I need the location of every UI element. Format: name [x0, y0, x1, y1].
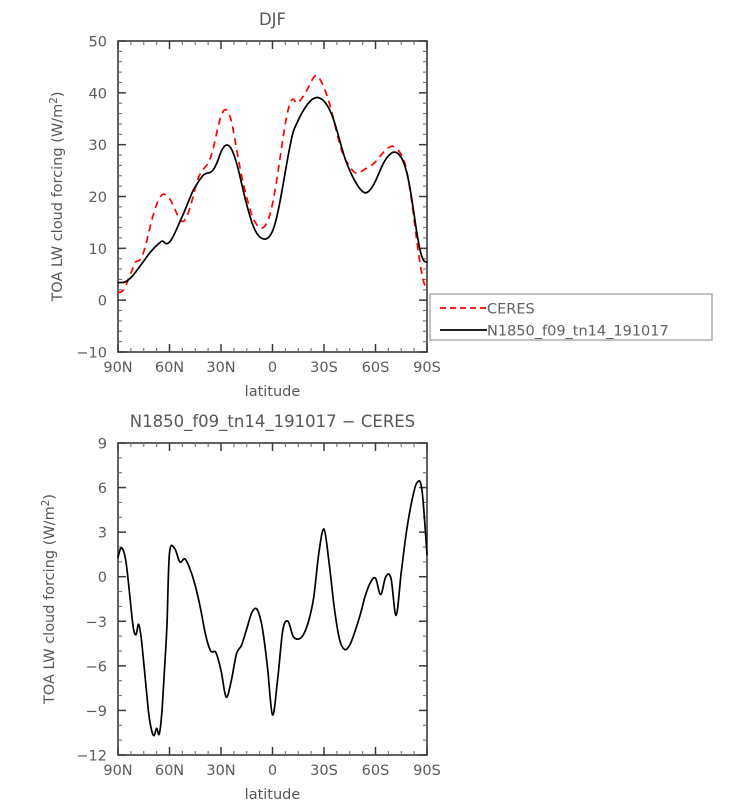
y-axis-label-main: TOA LW cloud forcing (W/m — [42, 506, 58, 705]
x-tick-label-60N: 60N — [155, 763, 184, 779]
y-tick-label--6: −6 — [86, 659, 107, 675]
legend: CERES N1850_f09_tn14_191017 — [429, 293, 713, 341]
y-axis-label-lower: TOA LW cloud forcing (W/m2) — [40, 494, 58, 705]
panel-title-upper: DJF — [259, 10, 286, 29]
x-axis-label-lower: latitude — [245, 787, 301, 803]
y-tick-label-3: 3 — [98, 526, 107, 542]
x-tick-label-90N: 90N — [103, 763, 132, 779]
x-tick-label-0: 0 — [268, 360, 277, 376]
y-tick-label-0: 0 — [98, 570, 107, 586]
x-tick-label-90S: 90S — [413, 360, 441, 376]
y-tick-label--9: −9 — [86, 704, 107, 720]
y-tick-label-20: 20 — [89, 190, 107, 206]
x-tick-label-90S: 90S — [413, 763, 441, 779]
y-tick-label-6: 6 — [98, 481, 107, 497]
panel-title-lower: N1850_f09_tn14_191017 − CERES — [130, 412, 415, 432]
y-tick-label-30: 30 — [89, 138, 107, 154]
y-tick-label--10: −10 — [76, 346, 107, 362]
y-tick-label-40: 40 — [89, 86, 107, 102]
y-tick-label-0: 0 — [98, 294, 107, 310]
y-tick-label-10: 10 — [89, 242, 107, 258]
panel-upper: 90N 60N 30N 0 30S 60S 90S 50 40 30 20 10 0 −10 DJF lati… — [48, 10, 441, 400]
y-axis-label-main: TOA LW cloud forcing (W/m — [50, 104, 66, 303]
legend-label-ceres: CERES — [487, 302, 535, 318]
panel-lower: 90N 60N 30N 0 30S 60S 90S 9 6 3 0 −3 −6 −9 −12 N1850_f0… — [40, 412, 441, 803]
series-line-n1850-f09-tn14-191017-ceres — [117, 479, 428, 737]
y-axis-label-superscript: 2 — [48, 97, 60, 104]
y-axis-label-tail: ) — [50, 91, 66, 97]
y-tick-label-9: 9 — [98, 437, 107, 453]
x-tick-label-60N: 60N — [155, 360, 184, 376]
x-tick-label-30N: 30N — [206, 360, 235, 376]
y-axis-label-tail: ) — [42, 494, 58, 500]
legend-label-n1850-f09-tn14-191017: N1850_f09_tn14_191017 — [487, 324, 669, 340]
series-line-n1850-f09-tn14-191017 — [117, 96, 428, 284]
x-tick-label-60S: 60S — [362, 360, 390, 376]
x-tick-label-60S: 60S — [362, 763, 390, 779]
x-tick-label-30S: 30S — [310, 360, 338, 376]
y-axis-label-superscript: 2 — [40, 500, 52, 507]
x-axis-label-upper: latitude — [245, 384, 301, 400]
plot-frame — [117, 442, 428, 756]
x-tick-label-30N: 30N — [206, 763, 235, 779]
x-tick-label-90N: 90N — [103, 360, 132, 376]
legend-box — [429, 293, 713, 341]
y-tick-label-50: 50 — [89, 35, 107, 51]
x-tick-label-0: 0 — [268, 763, 277, 779]
plot-frame — [117, 40, 428, 353]
series-line-ceres — [117, 74, 428, 294]
y-tick-label--12: −12 — [76, 749, 107, 765]
x-tick-label-30S: 30S — [310, 763, 338, 779]
y-tick-label--3: −3 — [86, 615, 107, 631]
y-axis-label-upper: TOA LW cloud forcing (W/m2) — [48, 91, 66, 302]
